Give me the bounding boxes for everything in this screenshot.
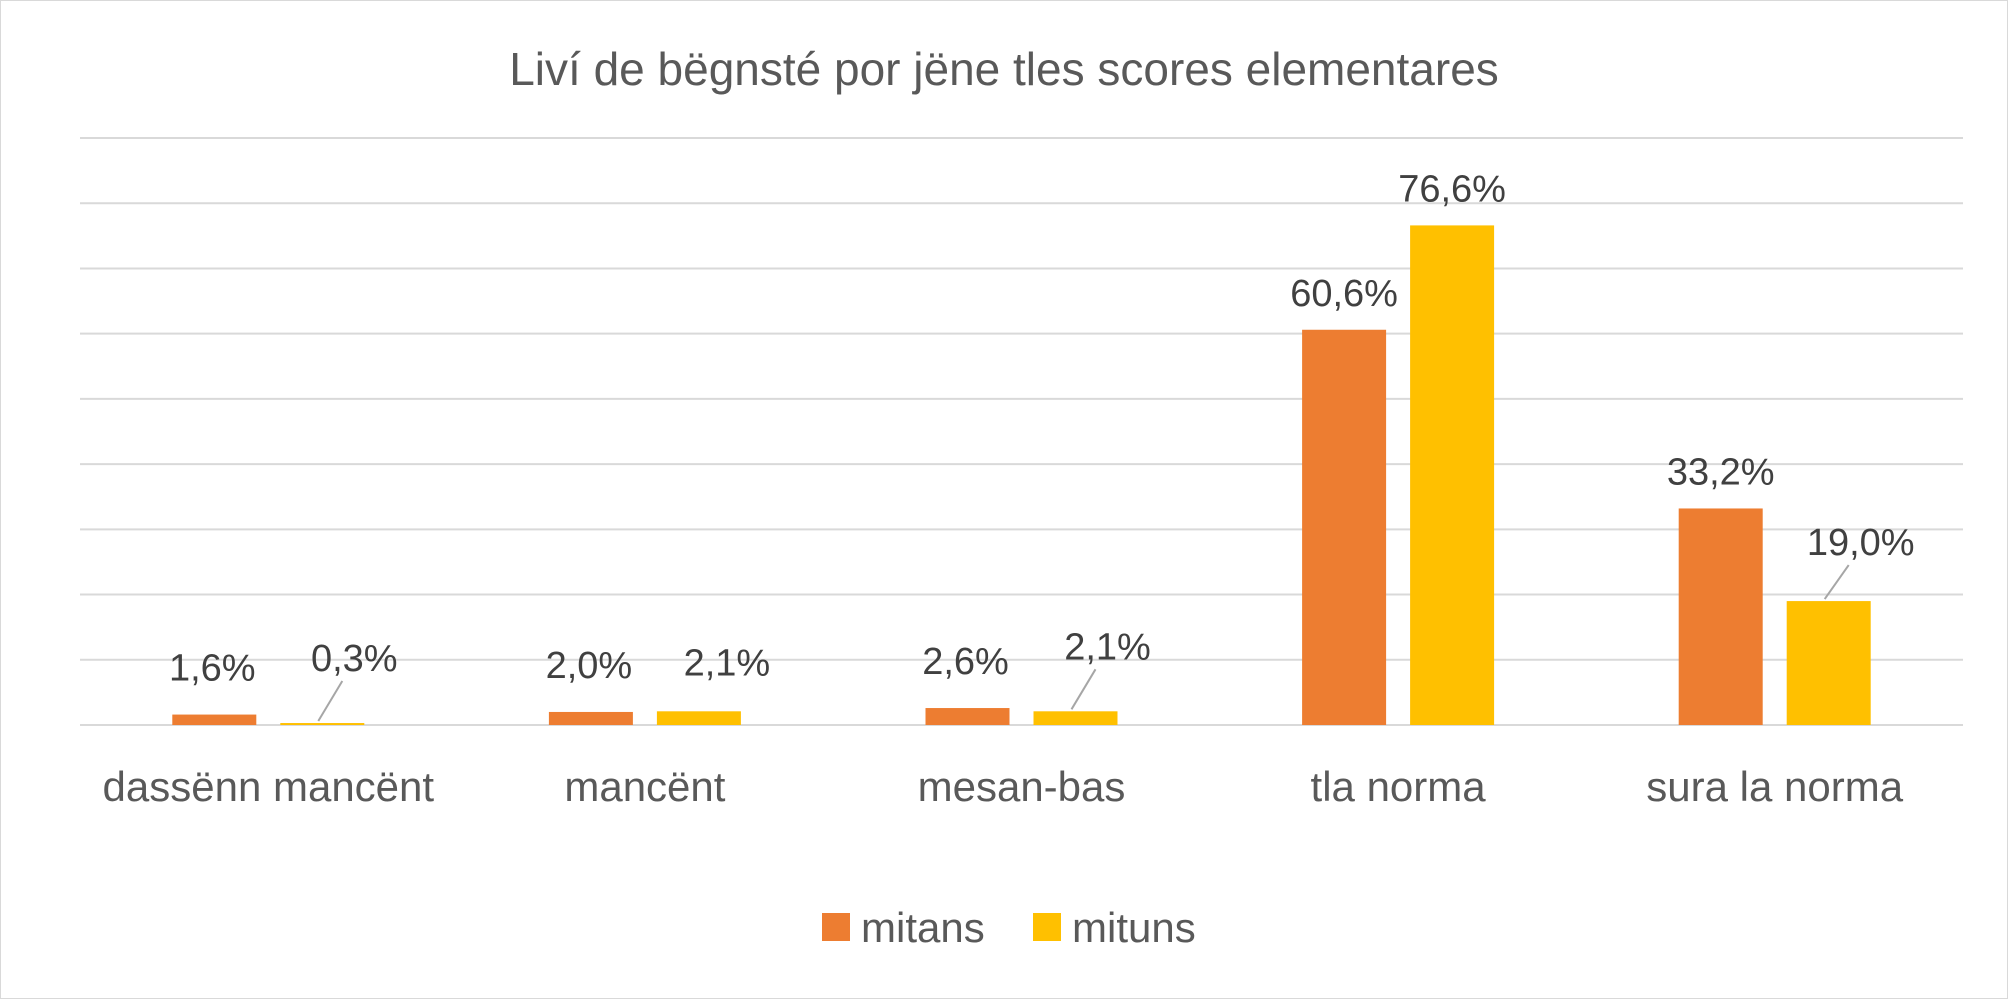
category-axis: dassënn mancënt mancënt mesan-bas tla norma… (103, 763, 1904, 810)
bar-mitans-5 (1678, 508, 1763, 725)
data-label-mitans-3: 2,6% (922, 641, 1009, 683)
category-label: tla norma (1311, 763, 1487, 810)
bar-mituns-1 (280, 723, 365, 725)
bar-mituns-2 (656, 711, 741, 725)
data-label-mituns-1: 0,3% (311, 638, 398, 680)
bar-mitans-4 (1302, 329, 1387, 725)
category-label: dassënn mancënt (103, 763, 435, 810)
data-label-mituns-4: 76,6% (1398, 168, 1506, 210)
legend-label-mituns: mituns (1072, 904, 1196, 951)
bars (172, 225, 1871, 726)
bar-mitans-1 (172, 714, 257, 725)
data-labels: 1,6% 0,3% 2,0% 2,1% 2,6% 2,1% 60,6% 76,6% 33,2% 1… (169, 168, 1915, 689)
leader-lines (317, 564, 1850, 722)
leader-line-mituns-3 (1070, 668, 1097, 710)
legend-label-mitans: mitans (861, 904, 985, 951)
data-label-mituns-3: 2,1% (1064, 626, 1151, 668)
bar-mitans-3 (925, 708, 1010, 725)
legend-swatch-mitans (822, 913, 850, 941)
chart-title: Liví de bëgnsté por jëne tles scores ele… (509, 43, 1499, 95)
gridlines (80, 137, 1963, 726)
bar-mituns-3 (1033, 711, 1118, 725)
data-label-mitans-1: 1,6% (169, 648, 256, 690)
data-label-mitans-5: 33,2% (1667, 451, 1775, 493)
category-label: mancënt (564, 763, 725, 810)
bar-mitans-2 (548, 711, 633, 725)
data-label-mitans-4: 60,6% (1290, 273, 1398, 315)
leader-line-mituns-5 (1823, 564, 1850, 600)
bar-mituns-5 (1786, 601, 1871, 725)
data-label-mitans-2: 2,0% (546, 645, 633, 687)
legend-swatch-mituns (1033, 913, 1061, 941)
legend: mitans mituns (822, 904, 1196, 951)
category-label: sura la norma (1646, 763, 1903, 810)
data-label-mituns-5: 19,0% (1807, 522, 1915, 564)
leader-line-mituns-1 (317, 680, 344, 722)
category-label: mesan-bas (918, 763, 1126, 810)
data-label-mituns-2: 2,1% (684, 642, 771, 684)
bar-mituns-4 (1410, 225, 1495, 726)
